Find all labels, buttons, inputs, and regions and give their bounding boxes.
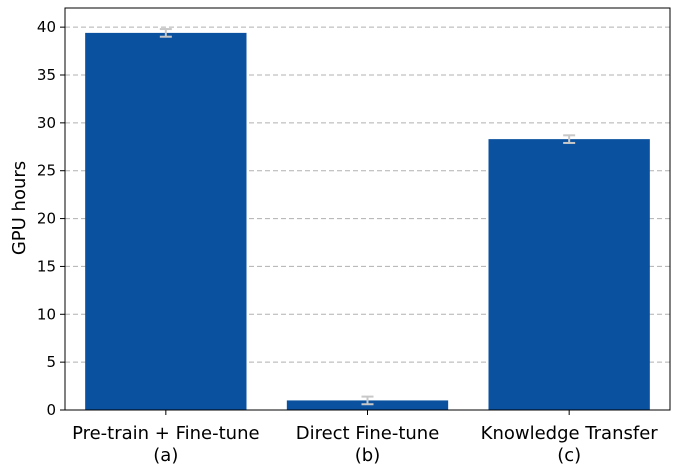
- y-tick-label: 20: [37, 210, 56, 228]
- x-tick-sublabel: (a): [153, 445, 178, 464]
- error-bar-layer: [159, 28, 576, 406]
- x-tick-sublabel: (c): [557, 445, 581, 464]
- label-layer: 0 5 10 15 20 25 30 35 40 Pre-train + Fine-tune(a)…: [37, 18, 659, 466]
- y-tick-label: 35: [37, 66, 56, 84]
- y-tick-label: 15: [37, 257, 56, 275]
- bar: [488, 139, 650, 410]
- y-tick-label: 30: [37, 114, 56, 132]
- y-tick-label: 10: [37, 305, 56, 323]
- y-tick-label: 5: [46, 353, 56, 371]
- bar: [85, 32, 247, 411]
- x-tick-label: Direct Fine-tune: [296, 423, 440, 444]
- x-tick-sublabel: (b): [355, 445, 380, 464]
- y-tick-label: 40: [37, 18, 56, 36]
- x-tick-label: Knowledge Transfer: [481, 423, 659, 444]
- plot-frame: [64, 7, 671, 411]
- y-tick-label: 0: [46, 401, 56, 419]
- x-tick-label: Pre-train + Fine-tune: [72, 423, 260, 444]
- y-tick-label: 25: [37, 162, 56, 180]
- y-axis-label: GPU hours: [9, 161, 30, 255]
- bar-layer: [85, 32, 650, 411]
- axis-layer: [60, 7, 671, 415]
